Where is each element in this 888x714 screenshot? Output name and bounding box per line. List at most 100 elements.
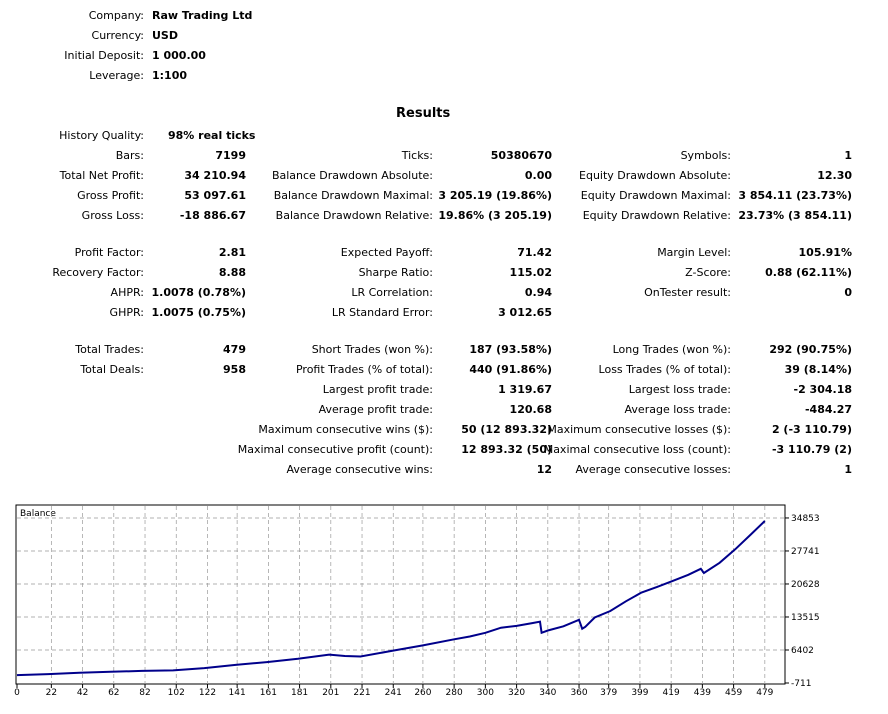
z-score-value: 0.88 (62.11%) (765, 266, 852, 279)
ticks-label: Ticks: (401, 149, 433, 162)
long-trades-won-value: 292 (90.75%) (769, 343, 852, 356)
initial-deposit-value: 1 000.00 (152, 49, 206, 62)
y-tick-label: 13515 (791, 613, 820, 623)
currency-label: Currency: (91, 29, 144, 42)
x-tick-label: 201 (322, 688, 339, 698)
profit-factor-label: Profit Factor: (74, 246, 144, 259)
y-tick-label: 6402 (791, 646, 814, 656)
x-tick-label: 62 (108, 688, 119, 698)
balance-drawdown-maximal-value: 3 205.19 (19.86%) (438, 189, 552, 202)
x-tick-label: 82 (139, 688, 150, 698)
largest-loss-trade-value: -2 304.18 (793, 383, 853, 396)
x-tick-label: 439 (694, 688, 711, 698)
average-loss-trade-value: -484.27 (804, 403, 852, 416)
maximum-consecutive-wins-label: Maximum consecutive wins ($): (258, 423, 433, 436)
history-quality-label: History Quality: (59, 129, 144, 142)
profit-factor-value: 2.81 (218, 246, 246, 259)
x-tick-label: 280 (446, 688, 463, 698)
total-net-profit-label: Total Net Profit: (59, 169, 144, 182)
company-value: Raw Trading Ltd (152, 9, 253, 22)
maximal-consecutive-profit-count-value: 12 893.32 (50) (461, 443, 552, 456)
balance-drawdown-relative-label: Balance Drawdown Relative: (275, 209, 433, 222)
x-tick-label: 399 (631, 688, 648, 698)
largest-profit-trade-value: 1 319.67 (498, 383, 552, 396)
lr-standard-error-label: LR Standard Error: (331, 306, 433, 319)
ontester-result-label: OnTester result: (644, 286, 731, 299)
z-score-label: Z-Score: (685, 266, 731, 279)
profit-trades-of-total-value: 440 (91.86%) (469, 363, 552, 376)
expected-payoff-label: Expected Payoff: (340, 246, 433, 259)
recovery-factor-label: Recovery Factor: (52, 266, 144, 279)
average-loss-trade-label: Average loss trade: (624, 403, 731, 416)
total-deals-label: Total Deals: (80, 363, 144, 376)
short-trades-won-label: Short Trades (won %): (311, 343, 433, 356)
lr-standard-error-value: 3 012.65 (498, 306, 552, 319)
chart-title: Balance (20, 509, 56, 519)
recovery-factor-value: 8.88 (218, 266, 246, 279)
equity-drawdown-maximal-label: Equity Drawdown Maximal: (580, 189, 731, 202)
x-tick-label: 22 (46, 688, 57, 698)
x-tick-label: 0 (14, 688, 20, 698)
balance-series-line (16, 520, 766, 677)
x-tick-label: 241 (385, 688, 402, 698)
y-tick-label: 20628 (791, 580, 820, 590)
loss-trades-of-total-value: 39 (8.14%) (784, 363, 852, 376)
equity-drawdown-relative-value: 23.73% (3 854.11) (738, 209, 852, 222)
x-tick-label: 221 (353, 688, 370, 698)
maximal-consecutive-profit-count-label: Maximal consecutive profit (count): (237, 443, 433, 456)
margin-level-value: 105.91% (798, 246, 852, 259)
x-tick-label: 122 (199, 688, 216, 698)
x-tick-label: 260 (414, 688, 431, 698)
x-tick-label: 340 (539, 688, 556, 698)
lr-correlation-value: 0.94 (524, 286, 552, 299)
largest-profit-trade-label: Largest profit trade: (322, 383, 433, 396)
lr-correlation-label: LR Correlation: (351, 286, 433, 299)
maximum-consecutive-losses-label: Maximum consecutive losses ($): (547, 423, 731, 436)
total-net-profit-value: 34 210.94 (184, 169, 246, 182)
y-tick-label: 34853 (791, 514, 820, 524)
average-consecutive-losses-value: 1 (844, 463, 852, 476)
y-tick-label: -711 (791, 679, 811, 689)
chart-frame-group: Balance (15, 504, 786, 685)
x-tick-label: 141 (229, 688, 246, 698)
average-consecutive-losses-label: Average consecutive losses: (575, 463, 731, 476)
ontester-result-value: 0 (844, 286, 852, 299)
profit-trades-of-total-label: Profit Trades (% of total): (295, 363, 433, 376)
maximal-consecutive-loss-count-value: -3 110.79 (2) (771, 443, 852, 456)
total-deals-value: 958 (223, 363, 246, 376)
equity-drawdown-absolute-value: 12.30 (817, 169, 852, 182)
maximum-consecutive-losses-value: 2 (-3 110.79) (771, 423, 852, 436)
balance-chart: Balance 0 22 42 62 82 102 122 141 161 181 201 221 24… (14, 504, 820, 698)
gross-loss-value: -18 886.67 (179, 209, 246, 222)
gross-profit-label: Gross Profit: (77, 189, 144, 202)
bars-label: Bars: (115, 149, 144, 162)
x-tick-label: 459 (725, 688, 742, 698)
equity-drawdown-relative-label: Equity Drawdown Relative: (582, 209, 731, 222)
gross-loss-label: Gross Loss: (81, 209, 144, 222)
ghpr-label: GHPR: (109, 306, 144, 319)
history-quality-value: 98% real ticks (168, 129, 256, 142)
x-tick-label: 360 (570, 688, 587, 698)
initial-deposit-label: Initial Deposit: (64, 49, 144, 62)
total-trades-label: Total Trades: (75, 343, 144, 356)
equity-drawdown-absolute-label: Equity Drawdown Absolute: (579, 169, 731, 182)
sharpe-ratio-value: 115.02 (509, 266, 552, 279)
short-trades-won-value: 187 (93.58%) (469, 343, 552, 356)
x-tick-label: 320 (508, 688, 525, 698)
y-tick-label: 27741 (791, 547, 820, 557)
largest-loss-trade-label: Largest loss trade: (628, 383, 731, 396)
x-tick-label: 42 (77, 688, 88, 698)
x-tick-label: 102 (168, 688, 185, 698)
average-consecutive-wins-label: Average consecutive wins: (286, 463, 433, 476)
balance-drawdown-absolute-label: Balance Drawdown Absolute: (271, 169, 433, 182)
margin-level-label: Margin Level: (657, 246, 731, 259)
expected-payoff-value: 71.42 (517, 246, 552, 259)
bars-value: 7199 (215, 149, 246, 162)
leverage-label: Leverage: (89, 69, 144, 82)
maximal-consecutive-loss-count-label: Maximal consecutive loss (count): (543, 443, 731, 456)
gross-profit-value: 53 097.61 (184, 189, 246, 202)
x-tick-label: 379 (600, 688, 617, 698)
x-tick-label: 161 (260, 688, 277, 698)
ticks-value: 50380670 (490, 149, 552, 162)
x-tick-label: 300 (477, 688, 494, 698)
